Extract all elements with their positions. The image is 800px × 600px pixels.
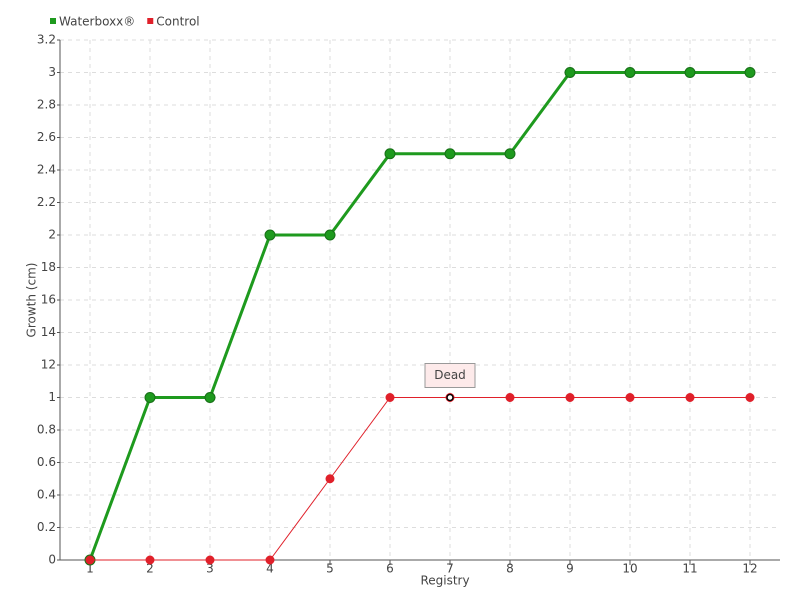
point [384,148,396,160]
point [85,555,95,565]
legend-label: Control [156,15,199,29]
point [624,67,636,78]
point [264,229,276,241]
y-tick-label: 3.2 [37,33,56,47]
x-axis-label: Registry [420,574,469,588]
point [145,555,155,565]
legend-label: Waterboxx® [59,15,135,29]
annotated-point [446,393,454,402]
y-tick-label: 2 [48,228,56,242]
series-line [88,71,750,561]
point [504,148,516,160]
point [565,393,575,402]
y-tick-label: 0 [48,553,56,567]
point [265,555,275,565]
y-tick-label: 2.6 [37,130,56,144]
point [744,67,756,78]
x-tick-label: 12 [742,562,757,576]
y-tick-label: 0.2 [37,520,56,534]
x-tick-label: 2 [146,562,154,576]
y-tick-label: 0.6 [37,455,56,469]
annotation-text: Dead [434,368,466,382]
y-axis-label: Growth (cm) [25,263,39,338]
x-tick-label: 9 [566,562,574,576]
x-tick-label: 5 [326,562,334,576]
x-tick-label: 10 [622,562,637,576]
y-tick-label: 12 [41,358,56,372]
point [325,474,335,484]
y-tick-label: 14 [41,325,56,339]
point [505,393,515,402]
y-tick-label: 0.4 [37,488,56,502]
point [324,229,336,241]
x-tick-label: 1 [86,562,94,576]
point [684,67,696,78]
y-tick-label: 18 [41,260,56,274]
y-tick-label: 2.4 [37,163,56,177]
y-tick-label: 16 [41,293,56,307]
x-tick-label: 8 [506,562,514,576]
point [745,393,755,402]
point [385,393,395,402]
y-tick-label: 2.2 [37,195,56,209]
x-tick-label: 3 [206,562,214,576]
legend-swatch [147,18,154,24]
x-tick-label: 6 [386,562,394,576]
y-tick-label: 0.8 [37,423,56,437]
point [144,392,156,403]
x-tick-label: 4 [266,562,274,576]
point [564,67,576,78]
point [625,393,635,402]
y-tick-label: 3 [48,65,56,79]
point [685,393,695,402]
x-tick-label: 11 [682,562,697,576]
point [444,148,456,160]
series-line [90,397,750,561]
legend-swatch [50,18,56,24]
y-tick-label: 2.8 [37,98,56,112]
point [204,392,216,403]
point [205,555,215,565]
annotation-box [424,363,476,388]
y-tick-label: 1 [48,390,56,404]
x-tick-label: 7 [446,562,454,576]
